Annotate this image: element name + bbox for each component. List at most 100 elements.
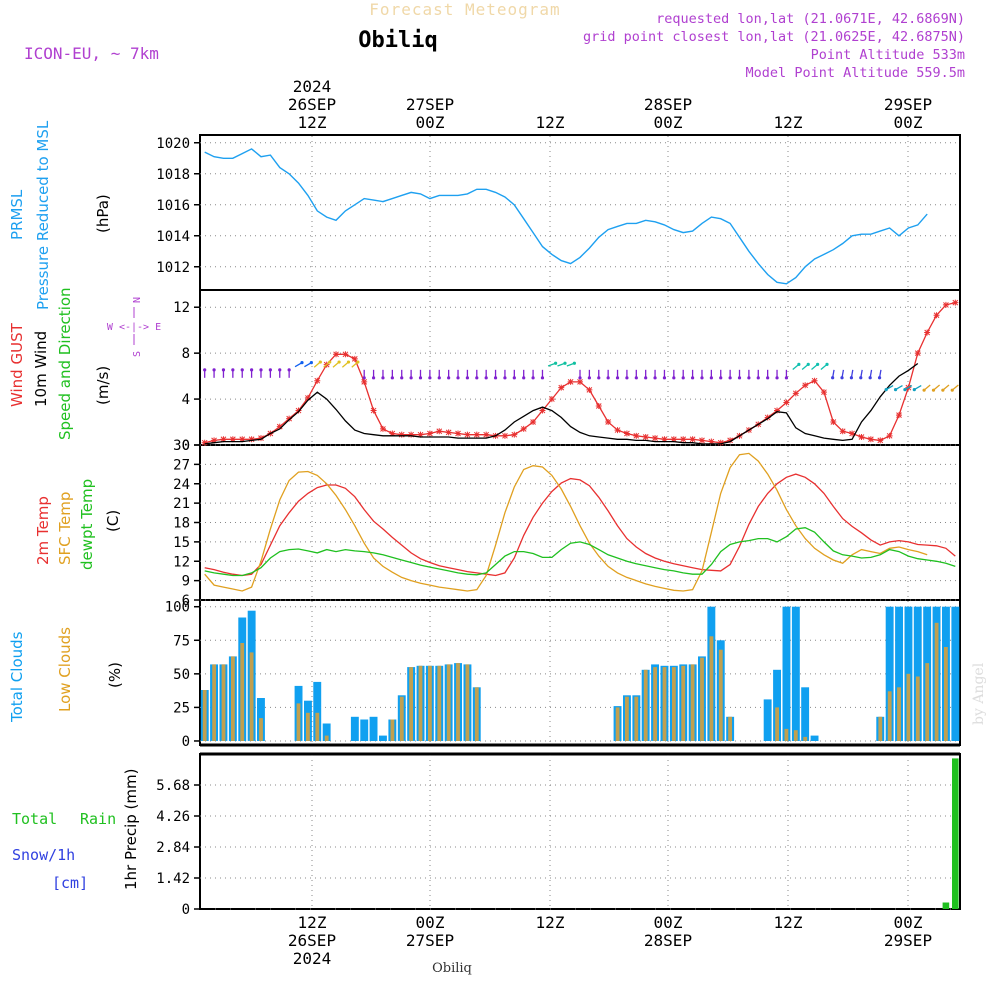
wind-arrow-head: [756, 376, 760, 380]
wind-arrow-head: [816, 362, 820, 366]
time-label-bottom: 00Z: [894, 913, 923, 932]
gust-point: [942, 301, 949, 308]
time-label-bottom: 12Z: [298, 913, 327, 932]
temp-ytick-label-1: 9: [182, 574, 190, 590]
wind-arrow-head: [221, 368, 226, 372]
clouds-ytick-label-2: 50: [173, 667, 190, 683]
wind-arrow-head: [662, 376, 667, 380]
wind-arrow-head: [531, 376, 535, 380]
low-cloud-bar: [793, 730, 798, 741]
gust-point: [426, 430, 433, 437]
gust-point: [455, 430, 462, 437]
gust-point: [924, 329, 931, 336]
low-cloud-bar: [643, 669, 648, 741]
low-cloud-bar: [709, 636, 714, 741]
total-cloud-bar: [885, 606, 894, 741]
gust-point: [698, 437, 705, 444]
gust-point: [830, 419, 837, 426]
low-cloud-bar: [728, 716, 732, 741]
wind-arrow-head: [447, 376, 451, 380]
wind-arrow-head: [318, 360, 322, 364]
time-label-top: 00Z: [894, 113, 923, 132]
wind-arrow-head: [287, 368, 291, 372]
precip-bar: [952, 758, 959, 909]
grid-layer: 1012 1014 1016 1018 1020 0 4 8 12 6 9 12 15 18 21 24 27 3…: [156, 136, 960, 918]
low-cloud-bar: [296, 703, 301, 741]
low-cloud-bar: [662, 667, 667, 741]
total-cloud-bar: [773, 669, 781, 741]
direction-label: Speed and Direction: [56, 287, 74, 440]
wind-arrow-head: [300, 361, 304, 365]
marks-layer: [200, 148, 960, 910]
wind-arrow-head: [465, 376, 470, 380]
gust-point: [839, 428, 846, 435]
gust-point: [802, 382, 809, 389]
precip-panel: Total Rain Snow/1h [cm] 1hr Precip (mm): [12, 743, 961, 910]
gust-point: [201, 439, 208, 446]
total-cloud-bar: [791, 606, 800, 741]
wind-arrow-head: [503, 376, 507, 380]
low-cloud-bar: [221, 664, 226, 741]
pressure-series-line: [204, 148, 928, 285]
gust-point: [464, 431, 471, 438]
gust-point: [886, 432, 893, 439]
wind-arrow-head: [400, 376, 404, 380]
time-label-bottom: 00Z: [654, 913, 683, 932]
wind-arrow-head: [522, 376, 526, 380]
wind-arrow-head: [240, 368, 244, 372]
wind-arrow-head: [831, 376, 835, 380]
low-cloud-bar: [306, 712, 310, 741]
gust-point: [379, 425, 386, 432]
gust-point: [257, 435, 264, 442]
wind-arrow-head: [941, 388, 945, 392]
total-cloud-bar: [322, 723, 331, 741]
clouds-ytick-label-0: 0: [182, 734, 190, 750]
pressure-panel: PRMSL Pressure Reduced to MSL (hPa): [8, 120, 961, 310]
time-label-top: 26SEP: [288, 95, 336, 114]
gust-point: [783, 399, 790, 406]
wind-arrow-head: [437, 376, 441, 380]
low-cloud-bar: [428, 665, 432, 741]
temp-series-line-0: [204, 473, 956, 577]
wind-arrow-head: [259, 368, 263, 372]
wind-arrow-head: [309, 361, 313, 365]
gust-point: [286, 415, 293, 422]
low-cloud-bar: [240, 643, 245, 741]
gust-point: [774, 407, 781, 414]
time-label-top: 00Z: [654, 113, 683, 132]
gust-point: [820, 389, 827, 396]
wind-arrow-head: [563, 361, 567, 365]
wind-arrow-head: [672, 376, 676, 380]
gust-point: [548, 396, 555, 403]
pressure-ytick-label-4: 1020: [156, 136, 190, 152]
wind-arrow-head: [877, 376, 882, 380]
gust-point: [633, 432, 640, 439]
gust-point: [605, 419, 612, 426]
wind-arrow-head: [371, 376, 376, 380]
gust-point: [717, 439, 724, 446]
gust-point: [211, 437, 218, 444]
wind-arrow-head: [775, 376, 779, 380]
gust-point: [680, 436, 687, 443]
wind-arrow-head: [512, 376, 516, 380]
gust-point: [792, 390, 799, 397]
temp-unit: (C): [104, 510, 122, 532]
precip-cm-label: [cm]: [52, 874, 88, 892]
low-cloud-bar: [775, 707, 779, 741]
low-cloud-bar: [887, 691, 892, 741]
wind-arrow-head: [625, 376, 629, 380]
gust-point: [670, 436, 677, 443]
wind-arrow-head: [950, 388, 954, 392]
gust-point: [239, 436, 246, 443]
wind-ytick-label-1: 4: [182, 392, 190, 408]
wind-arrow-head: [737, 376, 742, 380]
pressure-unit: (hPa): [94, 194, 112, 233]
wind-arrow-head: [931, 388, 936, 392]
low-cloud-bar: [672, 667, 676, 741]
gust-point: [304, 394, 311, 401]
total-cloud-bar: [782, 606, 791, 741]
gust-point: [539, 407, 546, 414]
gust-point: [370, 407, 377, 414]
wind-arrow-head: [328, 360, 332, 364]
